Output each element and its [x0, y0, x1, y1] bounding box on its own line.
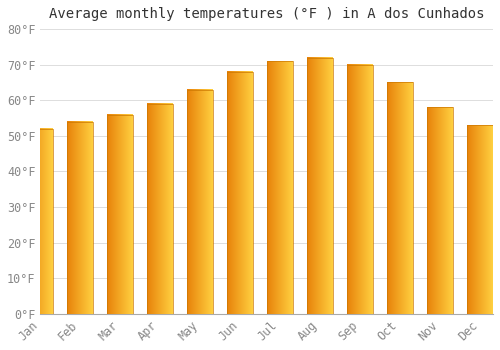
Bar: [187, 90, 213, 314]
Bar: [147, 104, 173, 314]
Bar: [68, 122, 94, 314]
Title: Average monthly temperatures (°F ) in A dos Cunhados: Average monthly temperatures (°F ) in A …: [49, 7, 484, 21]
Bar: [307, 57, 333, 314]
Bar: [28, 129, 54, 314]
Bar: [227, 72, 253, 314]
Bar: [347, 65, 373, 314]
Bar: [267, 61, 293, 314]
Bar: [108, 114, 134, 314]
Bar: [387, 83, 413, 314]
Bar: [467, 125, 493, 314]
Bar: [427, 107, 453, 314]
